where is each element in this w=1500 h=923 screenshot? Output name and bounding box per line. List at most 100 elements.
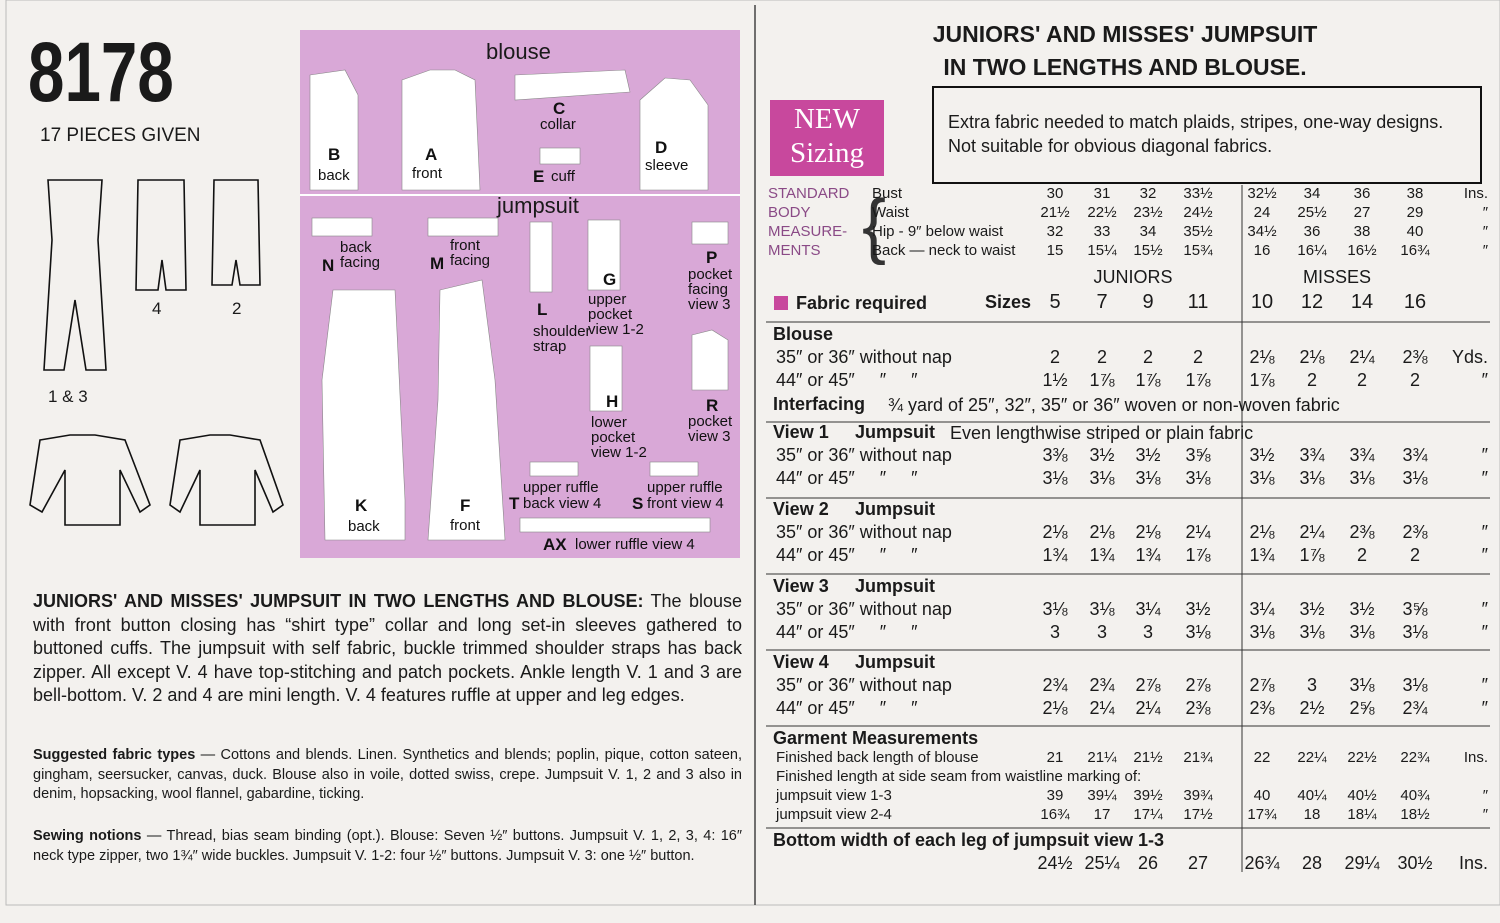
cell: 2⅛ bbox=[1249, 522, 1275, 542]
cell: 2⅜ bbox=[1402, 522, 1428, 542]
notice-box bbox=[932, 86, 1482, 184]
section-title: jumpsuit bbox=[497, 193, 579, 218]
row-label: Finished back length of blouse bbox=[776, 749, 979, 766]
piece-letter: D bbox=[655, 138, 668, 157]
badge-text: NEW bbox=[793, 103, 861, 135]
cell: 33 bbox=[1093, 223, 1111, 240]
cell: 34½ bbox=[1247, 223, 1277, 240]
cell: 2¼ bbox=[1089, 698, 1115, 718]
cell: 36 bbox=[1303, 223, 1321, 240]
unit: Ins. bbox=[1458, 853, 1488, 873]
cell: 22¼ bbox=[1297, 749, 1327, 766]
cell: 2 bbox=[1356, 370, 1368, 390]
unit: ″ bbox=[1481, 545, 1488, 565]
sizes-label: Sizes bbox=[985, 292, 1032, 312]
cell: 3⅛ bbox=[1402, 622, 1428, 642]
piece-label: upper ruffle back view 4 bbox=[523, 479, 602, 512]
section-note: ¾ yard of 25″, 32″, 35″ or 36″ woven or … bbox=[888, 395, 1340, 415]
size: 10 bbox=[1250, 291, 1274, 313]
cell: 35½ bbox=[1183, 223, 1213, 240]
piece-letter: T bbox=[509, 494, 520, 513]
piece-label: upper ruffle front view 4 bbox=[647, 479, 724, 512]
cell: 29 bbox=[1406, 204, 1424, 221]
unit: ″ bbox=[1481, 445, 1488, 465]
section-title: View 3 bbox=[773, 576, 829, 596]
size: 7 bbox=[1096, 291, 1108, 313]
cell: 18¼ bbox=[1347, 806, 1377, 823]
cell: 15½ bbox=[1133, 242, 1163, 259]
cell: 1⅞ bbox=[1249, 370, 1275, 390]
notions: Sewing notions — Thread, bias seam bindi… bbox=[33, 827, 742, 866]
view-label: 4 bbox=[152, 299, 162, 318]
cell: 3⅝ bbox=[1185, 445, 1211, 465]
cell: 2½ bbox=[1299, 698, 1325, 718]
view-label: 2 bbox=[232, 299, 242, 318]
cell: 40½ bbox=[1347, 787, 1377, 804]
measure-heading: STANDARD bbox=[768, 185, 850, 202]
section-title: View 4 bbox=[773, 652, 829, 672]
cell: 21½ bbox=[1040, 204, 1070, 221]
cell: 2⅜ bbox=[1185, 698, 1211, 718]
piece-letter: H bbox=[606, 392, 619, 411]
measure-heading: MEASURE- bbox=[768, 223, 848, 240]
row-label: Bust bbox=[872, 185, 903, 202]
cell: 3½ bbox=[1349, 599, 1375, 619]
notions-text: — Thread, bias seam binding (opt.). Blou… bbox=[33, 828, 742, 864]
unit: ″ bbox=[1481, 522, 1488, 542]
cell: 3⅛ bbox=[1042, 468, 1068, 488]
cell: 3½ bbox=[1135, 445, 1161, 465]
cell: 39½ bbox=[1133, 787, 1163, 804]
cell: 2⅛ bbox=[1249, 347, 1275, 367]
row-label: 35″ or 36″ without nap bbox=[776, 445, 952, 465]
cell: 3⅜ bbox=[1042, 445, 1068, 465]
cell: 3⅛ bbox=[1349, 468, 1375, 488]
cell: 3 bbox=[1306, 675, 1318, 695]
cell: 2¼ bbox=[1135, 698, 1161, 718]
cell: 2 bbox=[1409, 370, 1421, 390]
cell: 3¾ bbox=[1349, 445, 1375, 465]
unit: ″ bbox=[1481, 675, 1488, 695]
cell: 2⅞ bbox=[1185, 675, 1211, 695]
unit: ″ bbox=[1481, 622, 1488, 642]
piece-label: lower pocket view 1-2 bbox=[591, 414, 647, 461]
envelope-edge bbox=[5, 0, 1500, 906]
piece-label: back facing bbox=[340, 239, 381, 271]
cell: 2¼ bbox=[1349, 347, 1375, 367]
row-label: Hip - 9″ below waist bbox=[872, 223, 1004, 240]
cell: 3 bbox=[1142, 622, 1154, 642]
cell: 38 bbox=[1353, 223, 1371, 240]
piece-label: front bbox=[412, 165, 443, 182]
unit: Yds. bbox=[1451, 347, 1488, 367]
unit: ″ bbox=[1481, 468, 1488, 488]
row-label: 44″ or 45″ ″ ″ bbox=[776, 545, 918, 565]
piece-letter: E bbox=[533, 167, 545, 186]
cell: 24½ bbox=[1037, 853, 1073, 873]
cell: 27 bbox=[1353, 204, 1371, 221]
description: JUNIORS' AND MISSES' JUMPSUIT IN TWO LEN… bbox=[33, 590, 742, 708]
cell: 3 bbox=[1049, 622, 1061, 642]
cell: 3⅛ bbox=[1089, 599, 1115, 619]
pieces-given: 17 PIECES GIVEN bbox=[40, 125, 201, 146]
piece-letter: M bbox=[430, 254, 445, 273]
cell: 2¼ bbox=[1299, 522, 1325, 542]
title-line: JUNIORS' AND MISSES' JUMPSUIT bbox=[932, 21, 1318, 47]
row-label: 44″ or 45″ ″ ″ bbox=[776, 468, 918, 488]
cell: 15¾ bbox=[1183, 242, 1213, 259]
section-note: Even lengthwise striped or plain fabric bbox=[950, 423, 1254, 443]
unit: ″ bbox=[1481, 698, 1488, 718]
cell: 1¾ bbox=[1249, 545, 1275, 565]
cell: 3⅛ bbox=[1402, 675, 1428, 695]
section-title: View 1 bbox=[773, 422, 829, 442]
cell: 26 bbox=[1137, 853, 1159, 873]
piece-letter: L bbox=[537, 300, 548, 319]
row-label: 35″ or 36″ without nap bbox=[776, 347, 952, 367]
cell: 1½ bbox=[1042, 370, 1068, 390]
badge-text: Sizing bbox=[789, 137, 865, 169]
cell: 27 bbox=[1187, 853, 1209, 873]
cell: 25¼ bbox=[1084, 853, 1120, 873]
row-label: jumpsuit view 1-3 bbox=[776, 787, 892, 804]
size: 12 bbox=[1300, 291, 1324, 313]
unit: ″ bbox=[1482, 204, 1488, 221]
cell: 21¼ bbox=[1087, 749, 1117, 766]
cell: 2 bbox=[1142, 347, 1154, 367]
